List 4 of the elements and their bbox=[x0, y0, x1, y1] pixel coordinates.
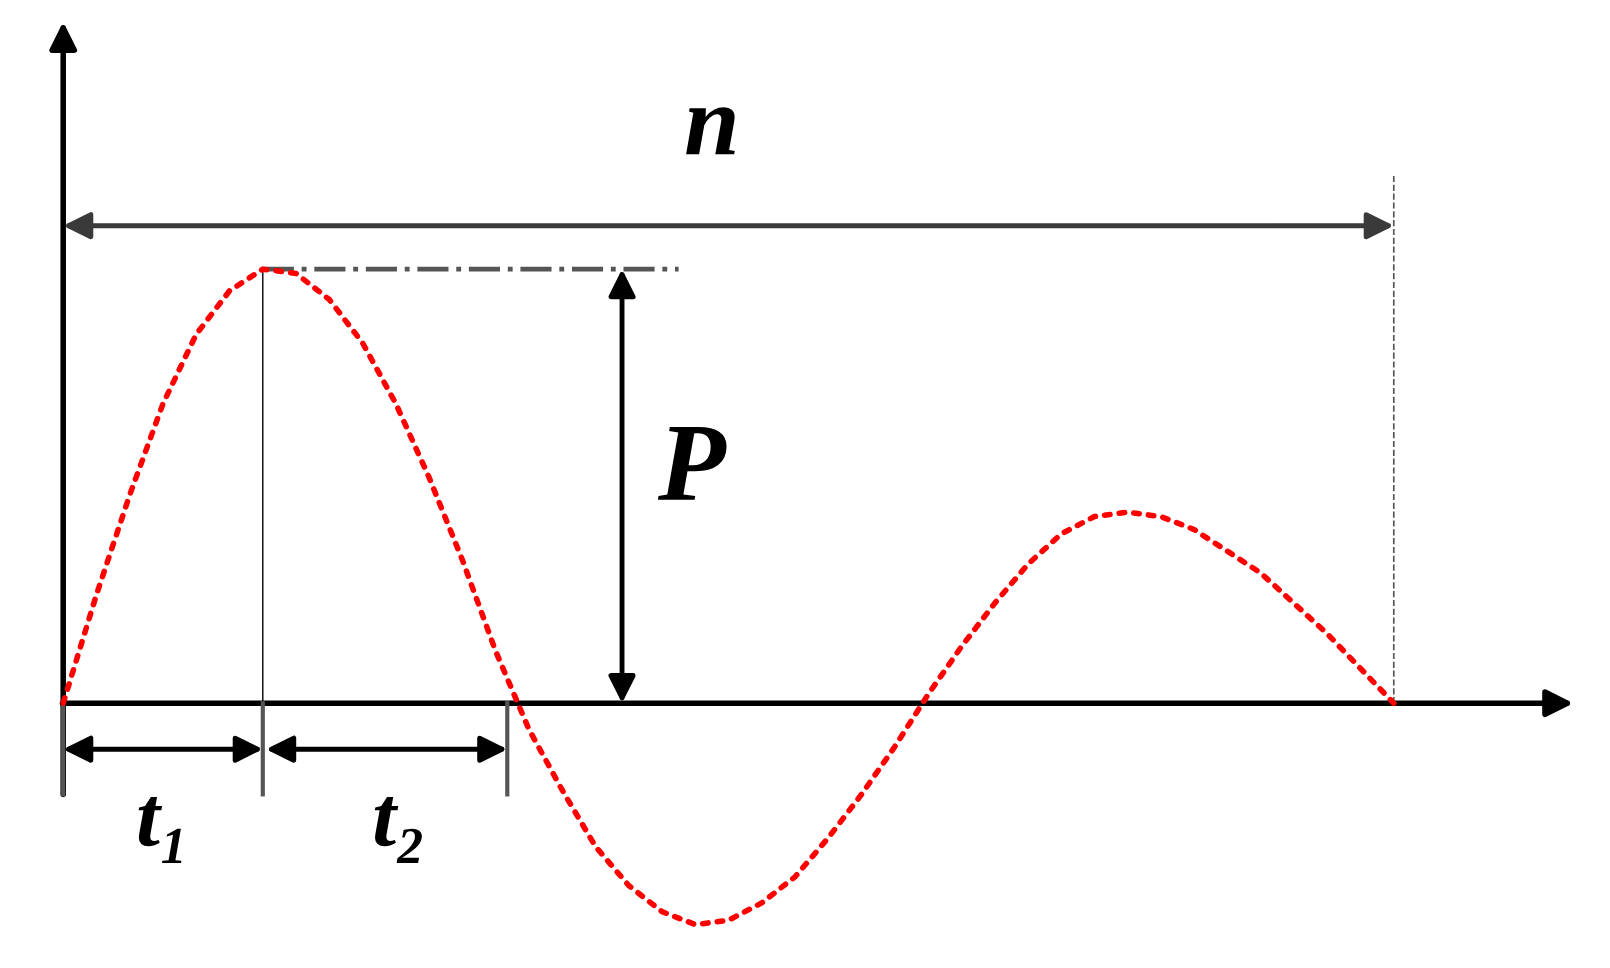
annotation: P bbox=[657, 427, 727, 500]
text: n bbox=[686, 107, 735, 155]
annotation: t₂ bbox=[374, 796, 422, 864]
annotation: t₁ bbox=[138, 796, 182, 863]
